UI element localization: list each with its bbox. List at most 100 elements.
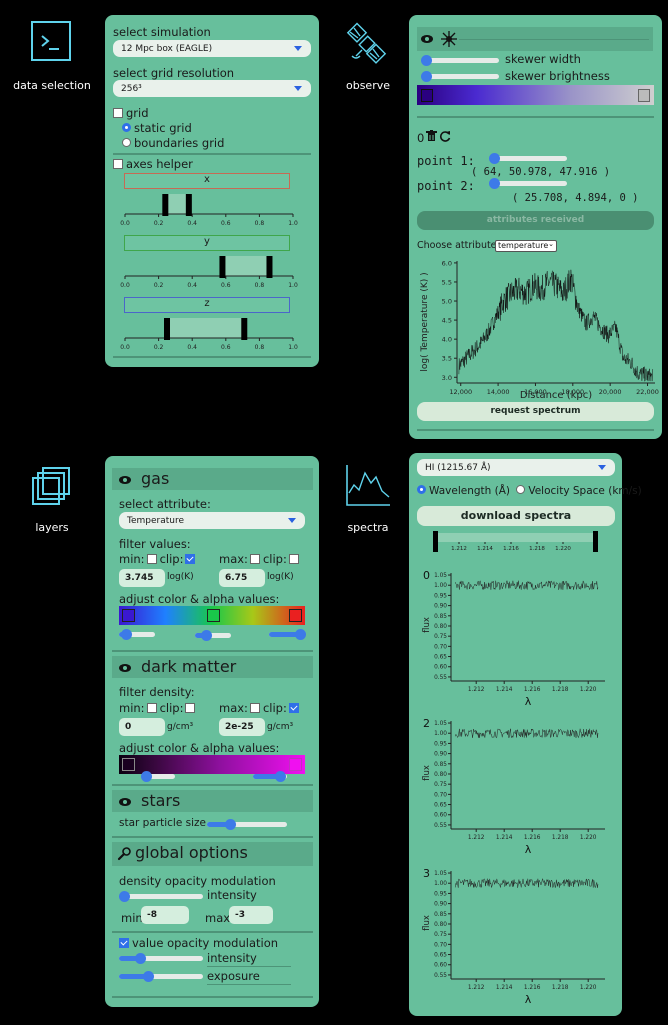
color-stop-right[interactable] — [289, 609, 302, 622]
request-spectrum-button[interactable]: request spectrum — [417, 402, 654, 421]
range-handle-max — [593, 531, 598, 552]
boundaries-grid-label: boundaries grid — [134, 136, 225, 150]
value-opacity-checkbox[interactable]: value opacity modulation — [119, 936, 278, 950]
download-spectra-button[interactable]: download spectra — [417, 506, 615, 526]
range-tick-label: 1.216 — [503, 546, 519, 552]
attribute-select[interactable]: temperature ⌄ — [495, 240, 557, 252]
axis-selected-range — [165, 194, 189, 214]
satellite-icon[interactable] — [342, 20, 392, 70]
axis-x-slider[interactable]: x — [124, 173, 290, 189]
density-opacity-slider[interactable] — [119, 891, 203, 902]
y-axis-label: flux — [422, 765, 432, 781]
gas-min-clip-checkbox[interactable] — [185, 554, 196, 564]
eye-icon[interactable] — [119, 664, 131, 672]
grid-checkbox-box[interactable] — [113, 108, 123, 118]
eye-icon[interactable] — [119, 476, 131, 484]
nav-data-selection[interactable]: data selection — [13, 79, 91, 92]
color-stop-middle[interactable] — [207, 609, 220, 622]
range-tick-label: 1.212 — [451, 546, 467, 552]
gas-max-checkbox[interactable] — [249, 554, 260, 564]
point2-slider[interactable] — [489, 178, 567, 189]
y-tick-label: 4.0 — [442, 336, 452, 344]
color-stop-left[interactable] — [421, 89, 433, 102]
star-burst-icon[interactable] — [440, 30, 458, 48]
exposure-slider[interactable] — [119, 971, 203, 982]
axis-tick-label: 0.8 — [255, 344, 265, 351]
axis-z-slider[interactable]: z — [124, 297, 290, 313]
dm-color-gradient[interactable] — [119, 755, 305, 774]
attributes-received-button[interactable]: attributes received — [417, 211, 654, 230]
y-tick-label: 0.75 — [434, 932, 447, 938]
gas-attribute-select[interactable]: Temperature — [119, 512, 305, 529]
spectrum-chart-icon[interactable] — [344, 463, 392, 508]
layers-icon[interactable] — [29, 465, 74, 510]
global-options-title: global options — [135, 843, 248, 862]
chevron-down-icon — [294, 86, 302, 91]
dm-alpha-slider-1[interactable] — [141, 771, 175, 782]
axis-z-ruler[interactable]: 0.0 0.2 0.4 0.6 0.8 1.0 — [119, 314, 309, 356]
gas-color-gradient[interactable] — [119, 606, 305, 625]
refresh-icon[interactable] — [439, 130, 451, 142]
axis-y-slider[interactable]: y — [124, 235, 290, 251]
gas-alpha-slider-1[interactable] — [119, 629, 155, 640]
dm-max-input[interactable]: 2e-25 — [219, 718, 265, 736]
static-grid-radio-dot[interactable] — [122, 123, 131, 132]
y-tick-label: 0.65 — [434, 803, 447, 809]
eye-icon[interactable] — [119, 798, 131, 806]
gas-min-checkbox[interactable] — [146, 554, 157, 564]
axis-y-ruler[interactable]: 0.0 0.2 0.4 0.6 0.8 1.0 — [119, 252, 309, 294]
nav-layers[interactable]: layers — [35, 521, 69, 534]
dm-max-checkbox[interactable] — [249, 703, 260, 713]
terminal-icon[interactable] — [31, 21, 71, 61]
value-opacity-checkbox-box[interactable] — [119, 938, 129, 948]
skewer-width-slider[interactable] — [421, 55, 499, 66]
skewer-brightness-slider[interactable] — [421, 71, 499, 82]
axes-helper-checkbox[interactable]: axes helper — [113, 157, 193, 171]
color-stop-right[interactable] — [638, 89, 650, 102]
gas-alpha-slider-2[interactable] — [195, 630, 231, 641]
gas-alpha-slider-3[interactable] — [269, 629, 306, 640]
wavelength-radio[interactable] — [417, 485, 426, 494]
grid-checkbox[interactable]: grid — [113, 106, 149, 120]
axis-x-ruler[interactable]: 0.0 0.2 0.4 0.6 0.8 1.0 — [119, 190, 309, 232]
color-stop-right[interactable] — [289, 758, 302, 771]
data-selection-panel: select simulation 12 Mpc box (EAGLE) sel… — [105, 15, 319, 367]
dm-max-label: max: — [219, 701, 248, 715]
global-min-input[interactable]: -8 — [141, 906, 189, 924]
point2-label: point 2: — [417, 179, 475, 193]
color-stop-left[interactable] — [122, 609, 135, 622]
flux-chart-title: 0 — [423, 569, 430, 582]
gas-min-input[interactable]: 3.745 — [119, 569, 165, 587]
boundaries-grid-radio[interactable]: boundaries grid — [122, 136, 224, 150]
boundaries-grid-radio-dot[interactable] — [122, 138, 131, 147]
color-stop-left[interactable] — [122, 758, 135, 771]
trash-icon[interactable] — [426, 130, 437, 142]
divider — [417, 429, 654, 431]
y-tick-label: 0.55 — [434, 675, 447, 681]
dm-alpha-slider-2[interactable] — [253, 771, 287, 782]
nav-spectra[interactable]: spectra — [347, 521, 389, 534]
dm-min-clip-checkbox[interactable] — [185, 703, 196, 713]
dm-min-checkbox[interactable] — [146, 703, 157, 713]
global-max-input[interactable]: -3 — [229, 906, 273, 924]
star-particle-size-slider[interactable] — [207, 819, 287, 830]
static-grid-radio[interactable]: static grid — [122, 121, 192, 135]
y-tick-label: 0.80 — [434, 922, 447, 928]
eye-icon[interactable] — [421, 35, 433, 43]
wavelength-range-slider[interactable]: 1.212 1.214 1.216 1.218 1.220 — [429, 531, 609, 557]
nav-observe[interactable]: observe — [345, 79, 390, 92]
velocity-radio[interactable] — [516, 485, 526, 494]
gas-max-clip-checkbox[interactable] — [288, 554, 299, 564]
dm-min-input[interactable]: 0 — [119, 718, 165, 736]
grid-resolution-select[interactable]: 256³ — [113, 80, 311, 97]
skewer-color-gradient[interactable] — [417, 85, 654, 105]
value-intensity-slider[interactable] — [119, 953, 203, 964]
simulation-select[interactable]: 12 Mpc box (EAGLE) — [113, 40, 311, 57]
point1-slider[interactable] — [489, 153, 567, 164]
axis-x-label: x — [204, 174, 210, 185]
dm-max-clip-checkbox[interactable] — [288, 703, 299, 713]
gas-max-input[interactable]: 6.75 — [219, 569, 265, 587]
axes-helper-checkbox-box[interactable] — [113, 159, 123, 169]
spectral-line-select[interactable]: HI (1215.67 Å) — [417, 459, 615, 476]
wrench-icon[interactable] — [117, 847, 131, 861]
